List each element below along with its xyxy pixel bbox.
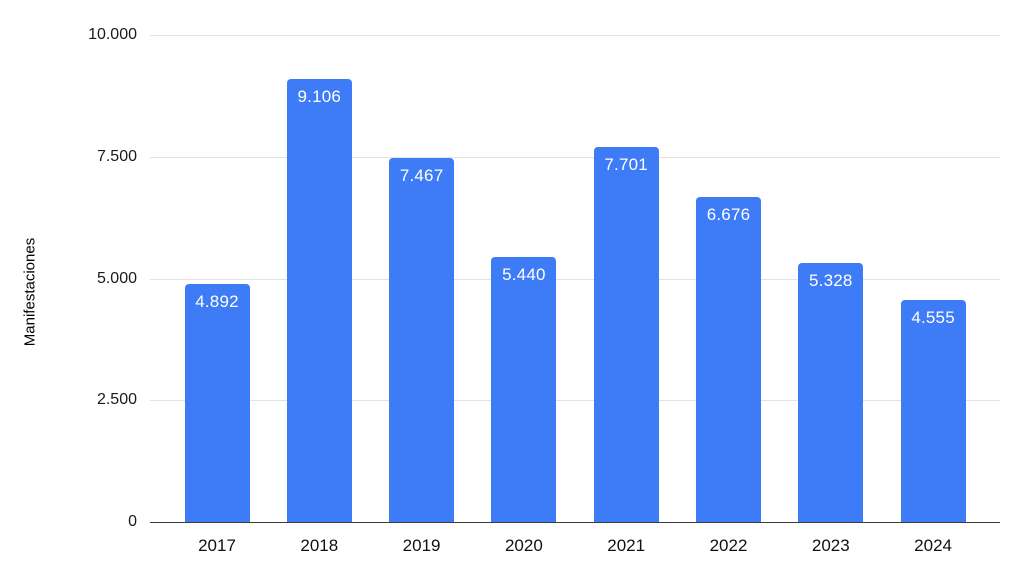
bar-value-label: 7.701 (604, 154, 648, 174)
bar-2024: 4.555 (900, 300, 966, 522)
y-tick-label: 10.000 (88, 26, 137, 43)
bar-2018: 9.106 (286, 78, 352, 522)
bar-2017: 4.892 (184, 283, 250, 522)
gridline (150, 35, 1000, 36)
bar-value-label: 4.892 (195, 291, 239, 311)
x-tick-label: 2017 (198, 536, 236, 555)
x-tick-label: 2022 (709, 536, 748, 555)
y-tick-label: 0 (128, 513, 137, 530)
x-tick-label: 2023 (811, 536, 850, 555)
bar-value-label: 6.676 (706, 204, 751, 224)
y-tick-label: 2.500 (96, 391, 137, 409)
x-axis-line (150, 522, 1000, 523)
bar-2020: 5.440 (491, 257, 557, 522)
bar-value-label: 4.555 (911, 308, 955, 328)
gridline (150, 278, 1000, 280)
gridline (150, 400, 1000, 402)
bar-2021: 7.701 (593, 146, 659, 522)
x-tick-label: 2021 (607, 536, 646, 555)
bar-value-label: 9.106 (297, 86, 342, 106)
bar-value-label: 5.328 (809, 270, 853, 290)
gridline (150, 156, 1000, 158)
y-tick-label: 7.500 (96, 147, 137, 165)
x-tick-label: 2019 (402, 536, 441, 555)
plot-area: 4.892 9.106 7.467 5.440 7.701 6.676 5.328 4.555 (150, 35, 1000, 523)
x-tick-label: 2020 (504, 536, 543, 555)
y-axis-tick-labels: 0 2.500 5.000 7.500 10.000 (0, 0, 137, 576)
bar-value-label: 5.440 (502, 265, 546, 285)
bar-2022: 6.676 (696, 196, 761, 522)
bar-2019: 7.467 (389, 158, 455, 522)
x-tick-label: 2018 (300, 536, 339, 555)
bar-value-label: 7.467 (399, 166, 444, 186)
x-tick-label: 2024 (914, 536, 952, 555)
y-tick-label: 5.000 (96, 269, 137, 287)
bar-2023: 5.328 (798, 262, 864, 522)
